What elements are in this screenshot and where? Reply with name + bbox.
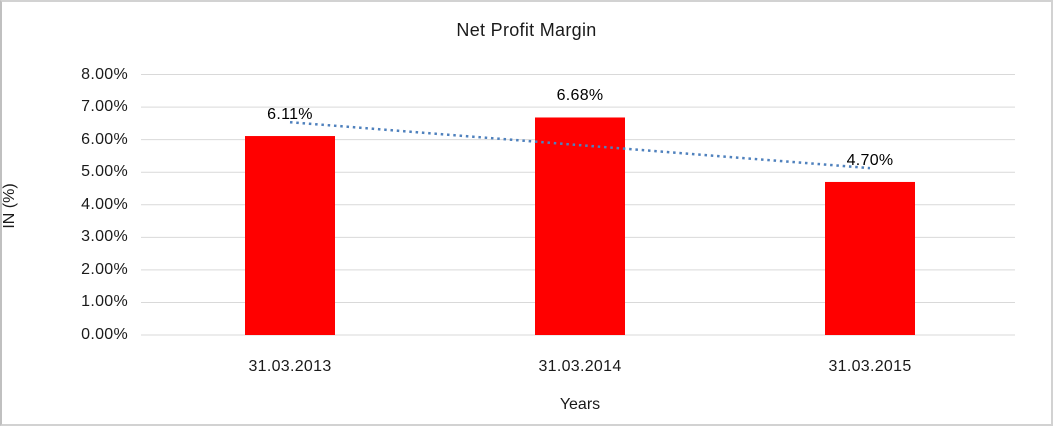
- x-category-label: 31.03.2015: [828, 358, 912, 375]
- bar-value-label: 4.70%: [846, 151, 894, 169]
- trendline: [289, 120, 871, 170]
- y-tick-label: 5.00%: [81, 163, 128, 181]
- y-tick-label: 2.00%: [81, 260, 128, 278]
- bar-value-label: 6.68%: [556, 87, 604, 105]
- chart-title: Net Profit Margin: [456, 20, 597, 40]
- bar-31.03.2013: [245, 136, 335, 335]
- bar-value-label: 6.11%: [267, 106, 313, 124]
- y-tick-label: 8.00%: [81, 65, 128, 83]
- bar-31.03.2014: [535, 117, 625, 335]
- y-tick-label: 3.00%: [81, 228, 128, 246]
- y-tick-label: 6.00%: [81, 130, 128, 148]
- y-tick-label: 7.00%: [81, 98, 128, 116]
- x-axis-title: Years: [559, 396, 601, 413]
- x-category-label: 31.03.2013: [248, 358, 332, 375]
- y-tick-label: 4.00%: [81, 195, 128, 213]
- y-tick-label: 1.00%: [81, 293, 128, 311]
- x-category-label: 31.03.2014: [538, 358, 622, 375]
- bar-31.03.2015: [825, 181, 915, 335]
- y-tick-label: 0.00%: [81, 326, 128, 343]
